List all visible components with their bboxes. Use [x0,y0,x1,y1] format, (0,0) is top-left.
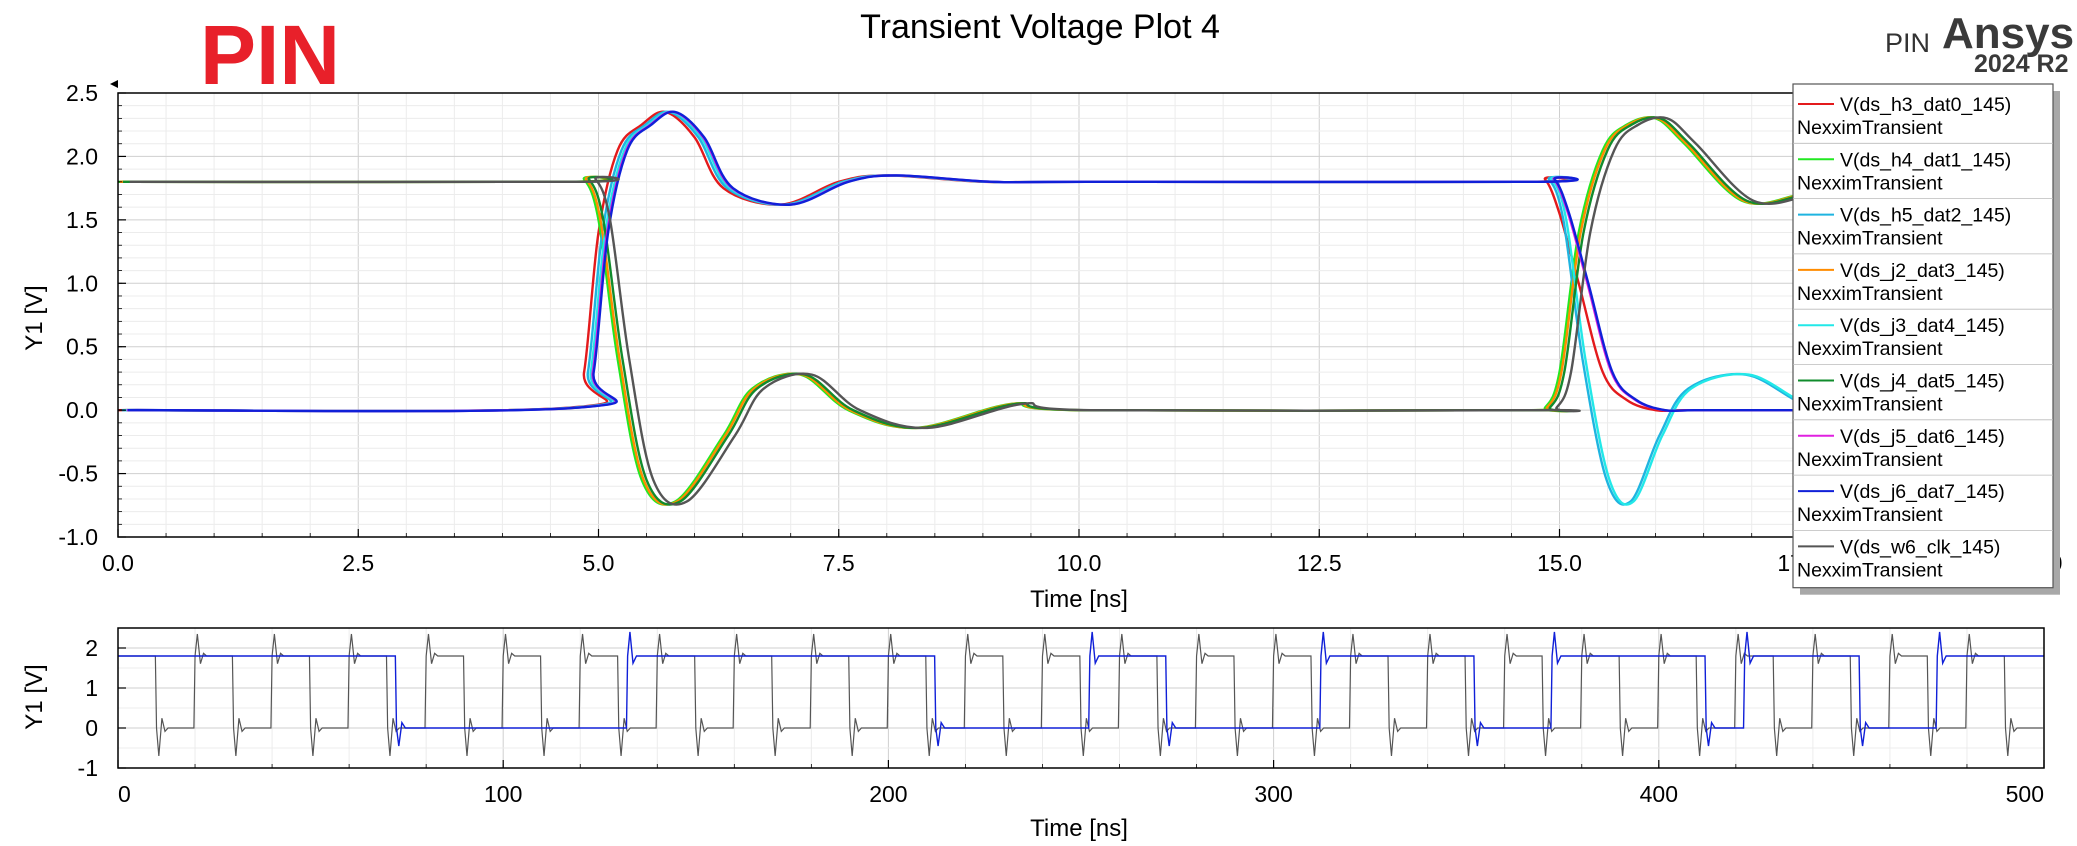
main-chart-title: Transient Voltage Plot 4 [860,8,1220,46]
legend-entry[interactable]: V(ds_h5_dat2_145)NexximTransient [1793,205,2053,255]
legend-box [1792,83,2054,589]
legend-series-subname: NexximTransient [1797,338,1943,360]
main-tick-labels: 0.02.55.07.510.012.515.017.520.02.52.01.… [58,80,2062,576]
series-line-3 [119,116,2040,506]
y-tick-label: -1.0 [58,524,98,550]
y-tick-label: 0.0 [66,397,98,423]
legend-entry[interactable]: V(ds_j3_dat4_145)NexximTransient [1793,315,2053,365]
series-line-5 [122,116,2040,506]
x-tick-label: 0.0 [102,550,134,576]
clock-waveform [118,633,2043,757]
legend-series-name: V(ds_j3_dat4_145) [1840,315,2005,337]
legend-series-name: V(ds_h4_dat1_145) [1840,149,2011,171]
sub-y-axis-label: Y1 [V] [21,664,48,729]
y-tick-label: 2.5 [66,80,98,106]
sub-x-tick-label: 100 [484,781,522,807]
legend-series-name: V(ds_j4_dat5_145) [1840,371,2005,393]
sub-series-group [118,631,2044,757]
x-tick-label: 15.0 [1537,550,1582,576]
sub-y-tick-label: 2 [85,635,98,661]
legend-entry[interactable]: V(ds_h4_dat1_145)NexximTransient [1793,149,2053,200]
y-tick-label: 1.0 [66,270,98,296]
legend-series-name: V(ds_j2_dat3_145) [1840,260,2005,282]
sub-y-tick-label: -1 [78,755,98,781]
y-tick-label: 2.0 [66,143,98,169]
main-series-group [118,110,2040,506]
brand-prefix: PIN [1885,28,1930,58]
legend-series-subname: NexximTransient [1797,449,1943,471]
x-tick-label: 12.5 [1297,550,1342,576]
legend-series-name: V(ds_j6_dat7_145) [1840,481,2005,503]
legend[interactable]: V(ds_h3_dat0_145)NexximTransientV(ds_h4_… [1792,83,2060,595]
legend-entry[interactable]: V(ds_h3_dat0_145)NexximTransient [1793,94,2053,144]
pin-logo: PIN [200,8,340,102]
legend-series-subname: NexximTransient [1797,228,1943,250]
legend-series-name: V(ds_h5_dat2_145) [1840,205,2011,227]
x-tick-label: 10.0 [1057,550,1102,576]
y-tick-label: 0.5 [66,334,98,360]
legend-entry[interactable]: V(ds_w6_clk_145)NexximTransient [1797,536,2000,581]
legend-series-name: V(ds_h3_dat0_145) [1840,94,2011,116]
legend-series-subname: NexximTransient [1797,283,1943,305]
legend-series-subname: NexximTransient [1797,504,1943,526]
sub-x-tick-label: 400 [1640,781,1678,807]
sub-x-tick-label: 0 [118,781,131,807]
sub-plot-frame [117,627,2045,769]
main-y-axis-label: Y1 [V] [21,285,48,350]
x-tick-label: 5.0 [583,550,615,576]
brand-version: 2024 R2 [1974,50,2069,78]
brand-name: Ansys [1942,9,2074,58]
sub-x-tick-label: 200 [869,781,907,807]
series-line-7 [127,110,2040,413]
y-tick-label: -0.5 [58,461,98,487]
y-tick-label: 1.5 [66,207,98,233]
sub-y-tick-label: 1 [85,675,98,701]
sub-x-axis-label: Time [ns] [1030,815,1128,842]
legend-series-name: V(ds_j5_dat6_145) [1840,426,2005,448]
legend-series-subname: NexximTransient [1797,172,1943,194]
legend-entry[interactable]: V(ds_j2_dat3_145)NexximTransient [1793,260,2053,310]
sub-x-tick-label: 300 [1254,781,1292,807]
main-x-axis-label: Time [ns] [1030,586,1128,613]
sub-tick-labels: 0 100 200 300 400 500 2 1 0 -1 [78,635,2045,807]
series-line-4 [124,110,2040,506]
legend-entry[interactable]: V(ds_j6_dat7_145)NexximTransient [1793,481,2053,531]
x-tick-label: 7.5 [823,550,855,576]
data-waveform [118,631,2044,747]
legend-series-subname: NexximTransient [1797,394,1943,416]
legend-entry[interactable]: V(ds_j5_dat6_145)NexximTransient [1793,426,2053,476]
x-tick-label: 2.5 [342,550,374,576]
sub-y-tick-label: 0 [85,715,98,741]
scroll-arrow-icon[interactable] [110,80,118,88]
legend-entry[interactable]: V(ds_j4_dat5_145)NexximTransient [1793,371,2053,421]
series-line-8 [129,116,2040,506]
sub-x-tick-label: 500 [2006,781,2044,807]
legend-series-name: V(ds_w6_clk_145) [1840,536,2000,558]
series-line-2 [121,110,2040,506]
legend-series-subname: NexximTransient [1797,117,1943,139]
main-grid [117,92,2041,538]
legend-series-subname: NexximTransient [1797,559,1943,581]
